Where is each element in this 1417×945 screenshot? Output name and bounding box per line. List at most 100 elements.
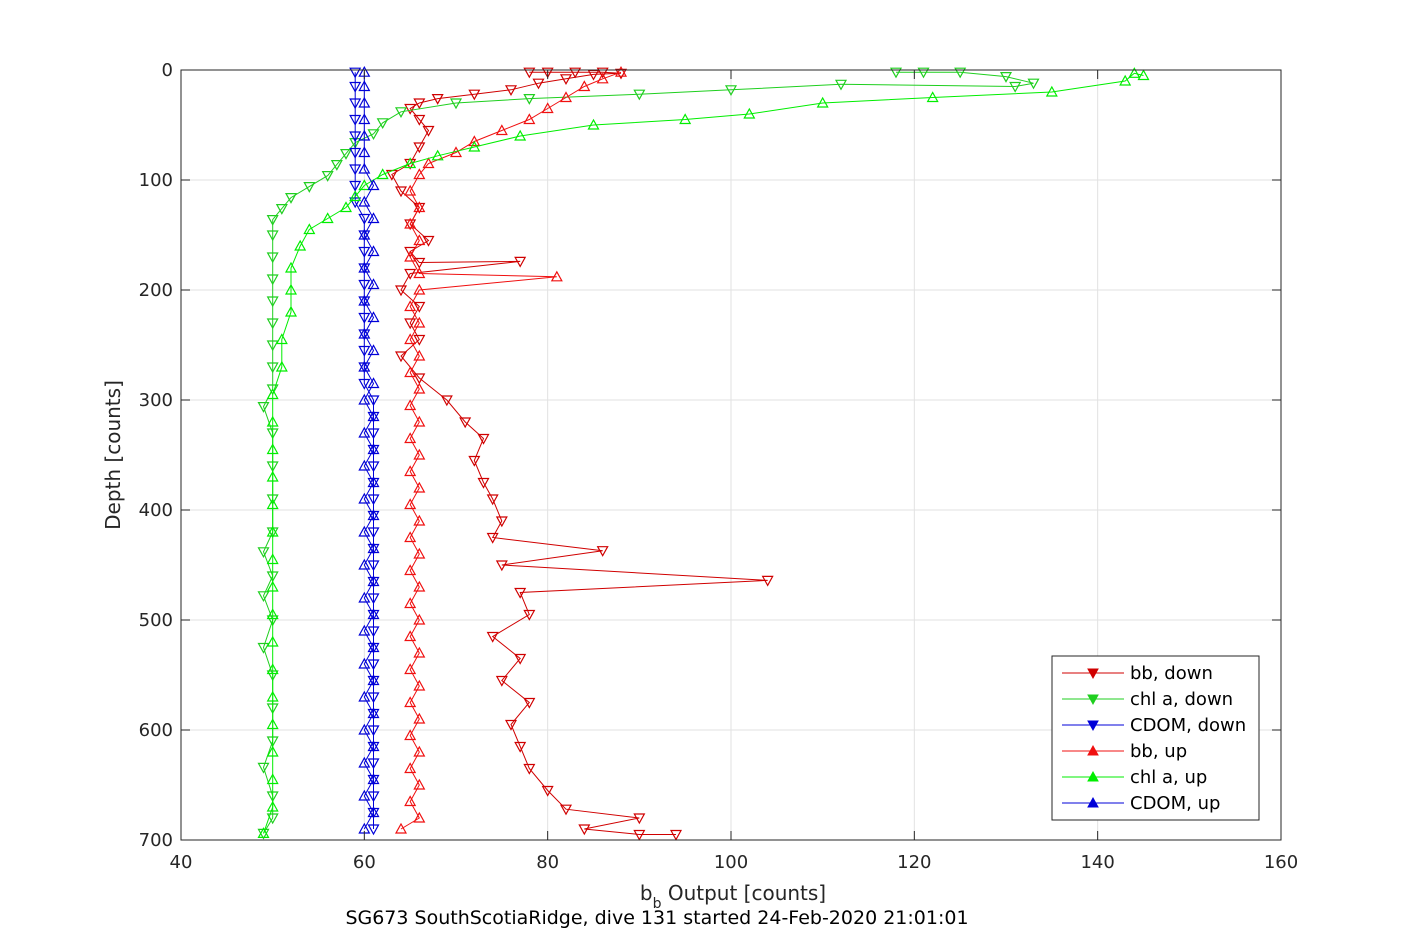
data-point [367, 476, 380, 488]
data-point [486, 494, 499, 506]
data-point [358, 393, 371, 405]
data-point [404, 630, 417, 642]
data-point [358, 756, 371, 768]
data-point [266, 415, 279, 427]
data-point [1128, 67, 1141, 78]
data-point [367, 443, 380, 455]
data-point [468, 135, 481, 147]
data-point [367, 674, 380, 686]
data-point [266, 318, 279, 330]
data-point [413, 745, 426, 757]
data-point [266, 745, 279, 757]
legend-swatch-marker [1087, 796, 1099, 808]
data-point [257, 547, 270, 559]
data-point [486, 631, 499, 643]
data-point [394, 822, 408, 834]
data-point [266, 296, 279, 308]
x-tick-label: 80 [536, 852, 559, 873]
data-point [614, 65, 628, 77]
data-point [367, 344, 380, 356]
data-point [358, 690, 371, 702]
data-point [358, 312, 371, 324]
data-point [266, 608, 279, 620]
data-point [266, 813, 279, 825]
legend-entry-cdom-up: CDOM, up [1062, 793, 1220, 814]
data-point [413, 373, 426, 385]
data-point [422, 125, 435, 137]
data-point [413, 547, 426, 559]
data-point [367, 692, 380, 704]
y-tick-label: 600 [139, 720, 173, 741]
data-point [413, 301, 426, 313]
data-point [367, 428, 380, 440]
data-point [367, 494, 380, 506]
data-point [413, 142, 426, 154]
data-point [358, 789, 371, 801]
data-point [349, 114, 362, 126]
data-point [404, 184, 417, 196]
data-point [367, 527, 380, 539]
legend: bb, down chl a, down CDOM, down bb, up chl a… [1051, 655, 1260, 821]
data-point [266, 362, 279, 374]
data-point [349, 180, 362, 192]
legend-entry-cdom-down: CDOM, down [1062, 715, 1246, 736]
data-point [578, 824, 591, 836]
legend-label: chl a, down [1130, 689, 1233, 710]
data-point [358, 294, 371, 306]
data-point [495, 124, 508, 136]
data-point [523, 113, 536, 125]
data-point [559, 91, 573, 103]
data-point [358, 213, 371, 225]
data-point [349, 98, 362, 110]
data-point [266, 663, 279, 675]
data-point [376, 118, 389, 130]
data-point [596, 72, 609, 84]
x-tick-label: 160 [1264, 852, 1298, 873]
y-tick-label: 500 [139, 610, 173, 631]
data-point [404, 103, 417, 115]
data-point [266, 384, 279, 396]
x-axis-label: bb Output [counts] [640, 881, 826, 912]
data-point [413, 382, 426, 394]
figure-caption: SG673 SouthScotiaRidge, dive 131 started… [345, 907, 968, 929]
data-point [1027, 78, 1040, 90]
data-point [514, 256, 527, 268]
data-point [1119, 74, 1132, 86]
data-point [834, 79, 848, 91]
data-point [266, 498, 279, 510]
data-point [404, 564, 417, 576]
data-point [633, 813, 646, 825]
data-point [358, 591, 371, 603]
data-point [1137, 69, 1150, 81]
data-point [257, 827, 270, 838]
data-point [504, 719, 518, 731]
data-point [541, 785, 554, 797]
data-point [404, 318, 417, 330]
data-point [495, 560, 508, 572]
legend-swatch-marker [1087, 744, 1099, 756]
data-point [367, 461, 380, 473]
data-point [358, 261, 371, 273]
data-point [495, 675, 508, 687]
data-point [349, 190, 362, 202]
data-point [413, 646, 426, 658]
data-point [440, 395, 453, 407]
data-point [404, 217, 417, 229]
data-point [321, 212, 334, 224]
data-point [413, 234, 426, 246]
data-point [266, 773, 279, 785]
data-point [266, 215, 279, 226]
data-point [266, 230, 279, 242]
data-point [468, 140, 481, 152]
data-point [358, 195, 371, 207]
data-point [404, 465, 417, 477]
data-point [358, 378, 371, 390]
data-point [413, 316, 426, 328]
data-point [926, 91, 939, 103]
data-point [367, 740, 380, 752]
data-point [358, 360, 371, 372]
data-point [679, 113, 692, 125]
y-tick-label: 700 [139, 830, 173, 851]
data-point [349, 131, 362, 143]
